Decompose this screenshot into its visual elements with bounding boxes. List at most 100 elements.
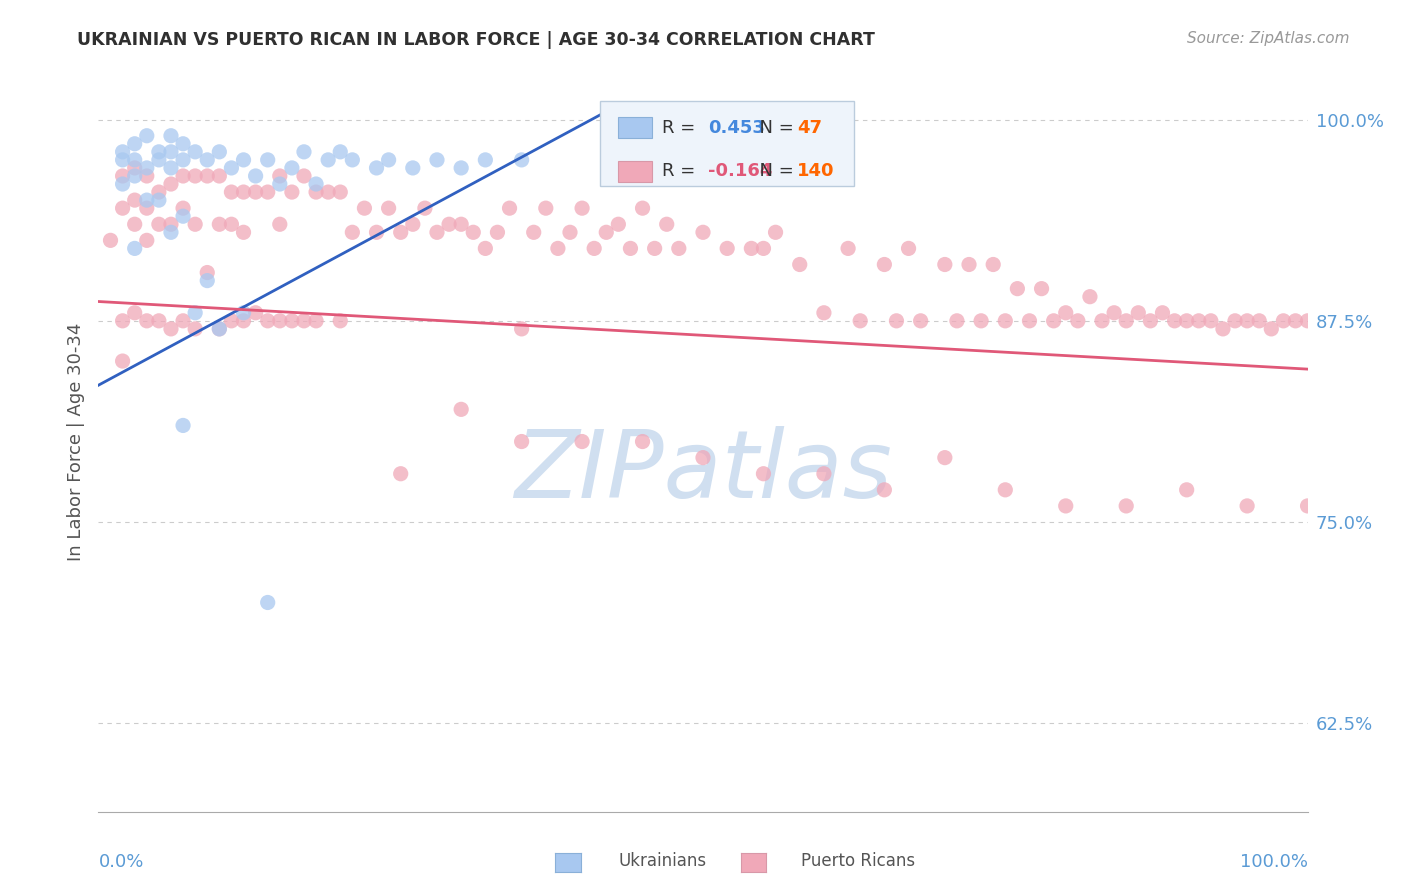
Point [232,225,254,239]
Point [135,193,157,207]
Point [305,185,328,199]
Point [571,434,593,449]
Point [269,217,291,231]
Point [474,153,496,167]
Point [292,169,315,183]
Point [1152,306,1174,320]
Point [1188,314,1211,328]
Point [752,467,775,481]
Point [1007,282,1029,296]
Point [184,169,207,183]
Point [281,314,304,328]
Point [353,201,375,215]
Point [571,201,593,215]
Point [208,169,231,183]
Point [172,136,194,151]
Point [221,217,243,231]
Point [752,241,775,255]
Point [1175,314,1198,328]
Point [148,145,170,159]
FancyBboxPatch shape [600,101,855,186]
Point [366,225,388,239]
Point [1236,499,1258,513]
Point [184,145,207,159]
Point [474,241,496,255]
Point [305,177,328,191]
Point [1054,499,1077,513]
Text: R =: R = [662,162,700,180]
Point [208,145,231,159]
Point [160,225,183,239]
Point [292,145,315,159]
Point [135,201,157,215]
Point [100,233,122,247]
Point [148,185,170,199]
Point [316,185,339,199]
Point [1054,306,1077,320]
Point [1223,314,1246,328]
Point [148,314,170,328]
Point [1260,322,1282,336]
Text: Ukrainians: Ukrainians [619,852,707,870]
Point [498,201,520,215]
Point [172,153,194,167]
Text: ZIPatlas: ZIPatlas [515,425,891,516]
Point [135,314,157,328]
Point [994,483,1017,497]
Point [934,258,956,272]
Point [172,169,194,183]
Point [256,314,278,328]
Point [1236,314,1258,328]
Point [510,153,533,167]
Point [765,225,787,239]
Text: 100.0%: 100.0% [1240,854,1308,871]
Point [208,322,231,336]
Text: -0.164: -0.164 [707,162,772,180]
Point [111,201,134,215]
Point [450,402,472,417]
Point [740,241,762,255]
Point [463,225,485,239]
Point [910,314,932,328]
Text: 0.0%: 0.0% [98,854,143,871]
Point [946,314,969,328]
Point [172,418,194,433]
Point [184,217,207,231]
Point [135,233,157,247]
Point [256,185,278,199]
Point [873,258,896,272]
Point [668,241,690,255]
Point [111,354,134,368]
Point [1175,483,1198,497]
Point [1199,314,1222,328]
Text: N =: N = [748,162,799,180]
Text: 140: 140 [797,162,835,180]
Point [160,161,183,175]
Point [124,241,146,255]
Point [111,153,134,167]
Point [245,306,267,320]
FancyBboxPatch shape [619,117,652,138]
Text: 0.453: 0.453 [707,119,765,136]
Point [510,434,533,449]
Point [221,161,243,175]
Point [558,225,581,239]
Point [631,434,654,449]
Text: R =: R = [662,119,700,136]
Point [135,169,157,183]
Point [221,314,243,328]
Point [160,145,183,159]
Point [232,153,254,167]
Point [789,258,811,272]
Point [607,217,630,231]
Point [329,185,352,199]
Point [172,201,194,215]
Point [124,169,146,183]
Point [245,169,267,183]
Point [402,161,425,175]
Point [160,217,183,231]
Point [148,193,170,207]
Point [232,185,254,199]
Text: N =: N = [748,119,799,136]
Point [184,322,207,336]
